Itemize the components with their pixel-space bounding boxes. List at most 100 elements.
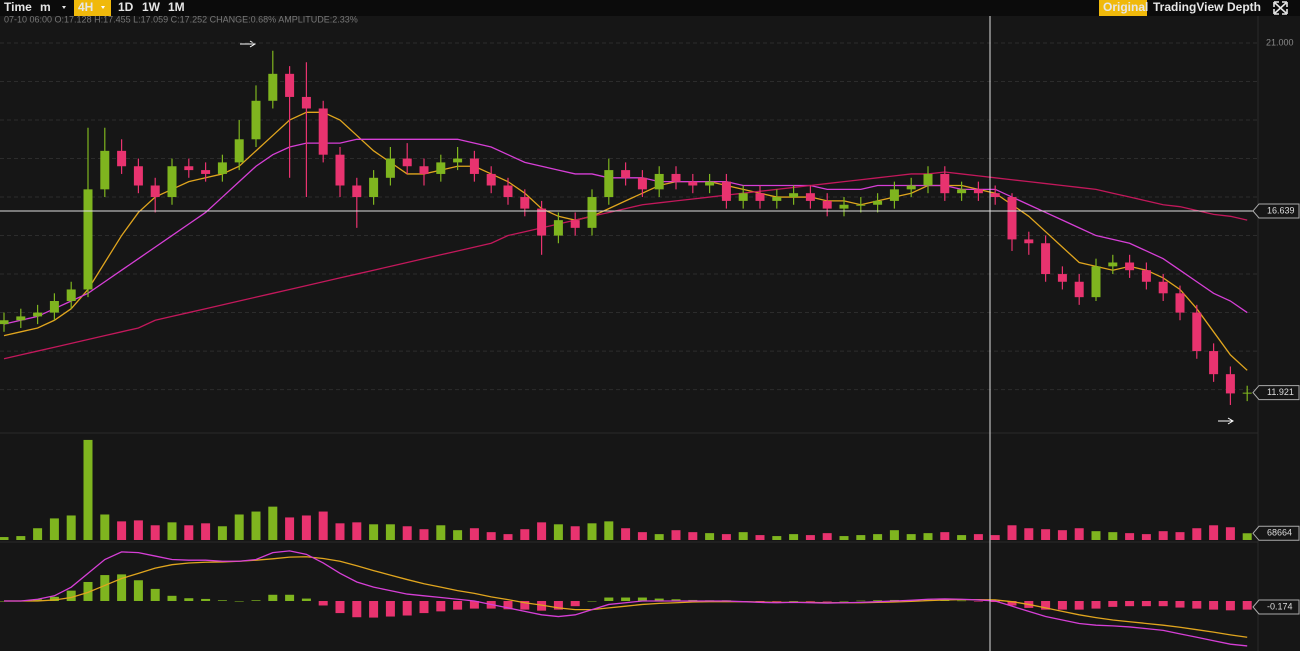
macd-hist [570, 600, 580, 607]
volume-bar [201, 523, 211, 540]
macd-hist [251, 600, 261, 601]
volume-bar [1158, 531, 1168, 540]
macd-hist [268, 594, 278, 601]
candle-body [436, 162, 446, 174]
dropdown-caret[interactable] [62, 6, 66, 9]
candle-body [923, 173, 933, 186]
original-button[interactable]: Original [1103, 0, 1148, 14]
candle-body [721, 181, 731, 201]
candle-body [738, 193, 748, 201]
macd-hist [1041, 600, 1051, 610]
candle-body [453, 158, 463, 163]
macd-hist [1175, 600, 1185, 608]
candle-body [772, 197, 782, 201]
candle-body [940, 173, 950, 194]
week-button[interactable]: 1W [142, 0, 161, 14]
macd-hist [587, 600, 597, 602]
volume-bar [1007, 525, 1017, 540]
volume-bar [705, 533, 715, 540]
volume-bar [503, 534, 513, 540]
volume-bar [83, 439, 93, 540]
candle-body [537, 208, 547, 236]
candle-body [1024, 239, 1034, 244]
macd-hist [469, 600, 479, 609]
volume-bar [805, 535, 815, 540]
volume-bar [251, 511, 261, 540]
candle-body [150, 185, 160, 198]
candle-body [49, 301, 59, 313]
macd-hist [369, 600, 379, 618]
volume-bar [1041, 529, 1051, 540]
depth-button[interactable]: Depth [1227, 0, 1261, 14]
interval-button[interactable]: 4H [78, 0, 93, 14]
candle-body [167, 166, 177, 198]
volume-bar [637, 532, 647, 540]
candle-body [217, 162, 227, 174]
candle-body [688, 181, 698, 186]
volume-bar [167, 522, 177, 540]
macd-label: -0.174 [1267, 601, 1293, 611]
volume-bar [738, 532, 748, 540]
volume-bar [1091, 531, 1101, 540]
interval-highlight[interactable] [74, 0, 111, 16]
volume-bar [184, 525, 194, 540]
macd-hist [318, 600, 328, 606]
original-highlight[interactable] [1099, 0, 1147, 16]
macd-hist [957, 600, 967, 602]
candle-body [318, 108, 328, 155]
candle-body [856, 204, 866, 206]
candle-body [1074, 281, 1084, 298]
candle-body [369, 177, 379, 198]
candle-body [469, 158, 479, 174]
time-button[interactable]: Time [4, 0, 32, 14]
macd-hist [66, 590, 76, 601]
candle-body [1225, 374, 1235, 394]
volume-bar [268, 506, 278, 540]
day-button[interactable]: 1D [118, 0, 134, 14]
volume-bar [419, 529, 429, 540]
volume-bar [49, 518, 59, 540]
volume-bar [1192, 528, 1202, 540]
macd-hist [117, 574, 127, 601]
candle-body [822, 200, 832, 209]
high-marker [240, 40, 256, 48]
macd-hist [1091, 600, 1101, 609]
tradingview-button[interactable]: TradingView [1153, 0, 1224, 14]
macd-hist [402, 600, 412, 616]
volume-bar [755, 535, 765, 540]
macd-hist [1007, 600, 1017, 606]
macd-hist [604, 597, 614, 601]
fullscreen-icon[interactable] [1273, 1, 1288, 15]
candle-body [637, 177, 647, 190]
macd-hist [133, 580, 143, 601]
candle-body [16, 316, 26, 321]
volume-bar [385, 524, 395, 540]
candle-body [184, 166, 194, 171]
candle-body [83, 189, 93, 290]
macd-label-box [1252, 599, 1300, 615]
ohlc-info: 07-10 06:00 O:17.128 H:17.455 L:17.059 C… [4, 14, 358, 24]
candle-body [1007, 197, 1017, 240]
dropdown-caret[interactable] [101, 6, 105, 9]
candle-body [0, 320, 9, 325]
macd-hist [822, 600, 832, 602]
macd-hist [301, 598, 311, 601]
candle-body [839, 204, 849, 209]
volume-bar [318, 511, 328, 540]
macd-hist [385, 600, 395, 617]
moving-average-line [3, 111, 1248, 371]
minute-button[interactable]: m [40, 0, 51, 14]
candle-body [1141, 270, 1151, 282]
candle-body [1175, 293, 1185, 313]
volume-bar [352, 522, 362, 540]
volume-bar [721, 534, 731, 540]
candle-body [520, 197, 530, 209]
candle-body [906, 185, 916, 190]
candle-body [805, 193, 815, 201]
candle-body [66, 289, 76, 302]
volume-bar [335, 523, 345, 540]
month-button[interactable]: 1M [168, 0, 185, 14]
volume-bar [1225, 527, 1235, 540]
volume-bar [100, 514, 110, 540]
